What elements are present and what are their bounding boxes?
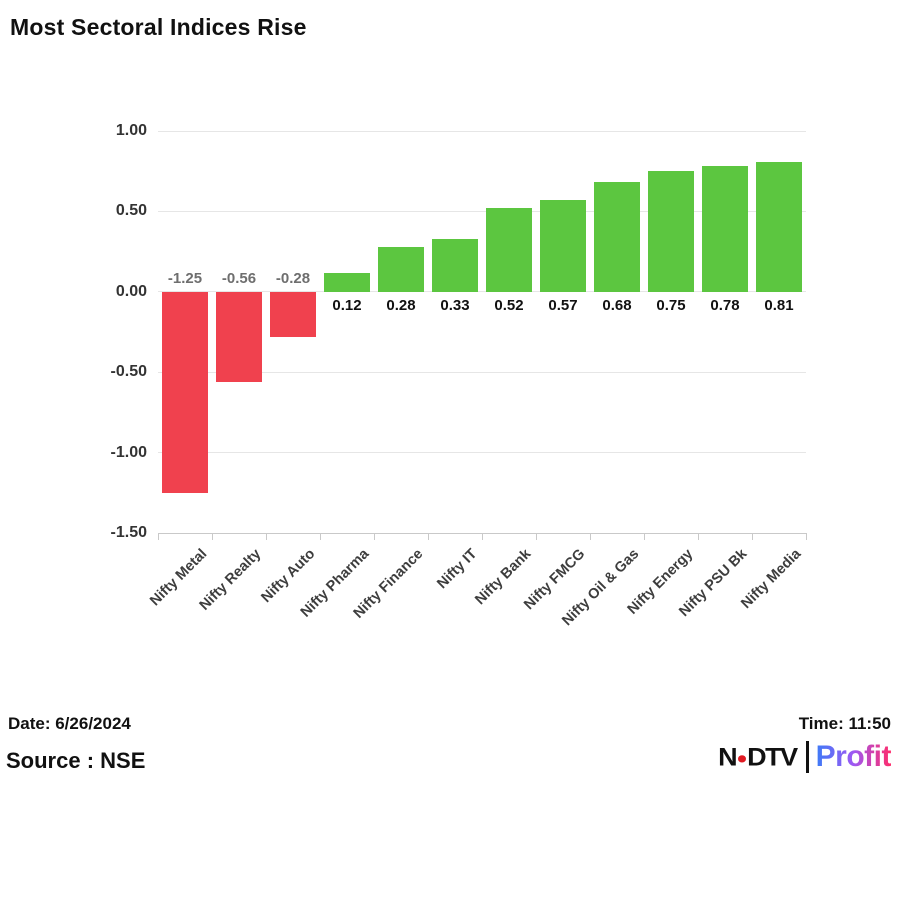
y-axis-tick-label: -1.00 [110,443,147,461]
ndtv-profit-logo: N DTV Profit [718,740,892,774]
bar-nifty-media [756,161,802,292]
bar-nifty-bank [486,208,532,292]
ndtv-logo-n: N [718,742,738,771]
bar-value-label: 0.52 [494,296,524,314]
time-label: Time: 11:50 [798,714,891,733]
x-axis-tick [752,533,753,540]
y-axis-tick-label: 0.50 [115,202,147,220]
x-axis-tick [536,533,537,540]
logo-separator [805,741,809,773]
bar-nifty-oil-gas [594,182,640,292]
bar-nifty-pharma [324,272,370,292]
gridline [158,371,806,373]
bar-value-label: 0.12 [332,296,362,314]
bar-value-label: 0.33 [440,296,470,314]
x-axis-tick [806,533,807,540]
bar-value-label: -0.28 [275,269,311,287]
bar-nifty-energy [648,171,694,292]
bar-value-label: 0.81 [764,296,794,314]
x-axis-tick [428,533,429,540]
bar-nifty-fmcg [540,200,586,292]
bar-nifty-realty [216,291,262,382]
y-axis-tick-label: 1.00 [115,122,147,139]
gridline [158,130,806,132]
ndtv-logo-dtv: DTV [747,742,798,771]
x-axis-tick [212,533,213,540]
date-label: Date: 6/26/2024 [8,714,131,733]
x-axis-tick [320,533,321,540]
x-axis-tick [158,533,159,540]
gridline [158,210,806,212]
bar-nifty-finance [378,246,424,292]
x-axis-tick [590,533,591,540]
bar-value-label: 0.57 [548,296,578,314]
bar-value-label: 0.28 [386,296,416,314]
bar-value-label: 0.78 [710,296,740,314]
x-axis-tick [644,533,645,540]
bar-value-label: -0.56 [221,269,257,287]
bar-nifty-it [432,238,478,292]
ndtv-logo-dot-icon [738,754,747,762]
bar-value-label: 0.75 [656,296,686,314]
x-axis-tick [266,533,267,540]
bar-value-label: -1.25 [167,269,203,287]
x-axis-tick [698,533,699,540]
y-axis-tick-label: -0.50 [110,363,147,381]
y-axis-tick-label: 0.00 [115,282,147,300]
gridline [158,452,806,454]
ndtv-logo-text: N DTV [718,742,798,772]
x-axis-tick [374,533,375,540]
gridline [158,291,806,293]
profit-logo-text: Profit [815,740,892,773]
x-axis-tick [482,533,483,540]
bar-value-label: 0.68 [602,296,632,314]
chart-title: Most Sectoral Indices Rise [10,14,307,40]
y-axis-tick-label: -1.50 [110,524,147,541]
bar-nifty-psu-bk [702,166,748,292]
source-label: Source : NSE [6,748,146,773]
bar-chart: 1.00 0.50 0.00 -0.50 -1.00 -1.50 -1.25 Nifty Me… [110,122,807,629]
bar-nifty-metal [162,291,208,493]
bar-nifty-auto [270,291,316,337]
